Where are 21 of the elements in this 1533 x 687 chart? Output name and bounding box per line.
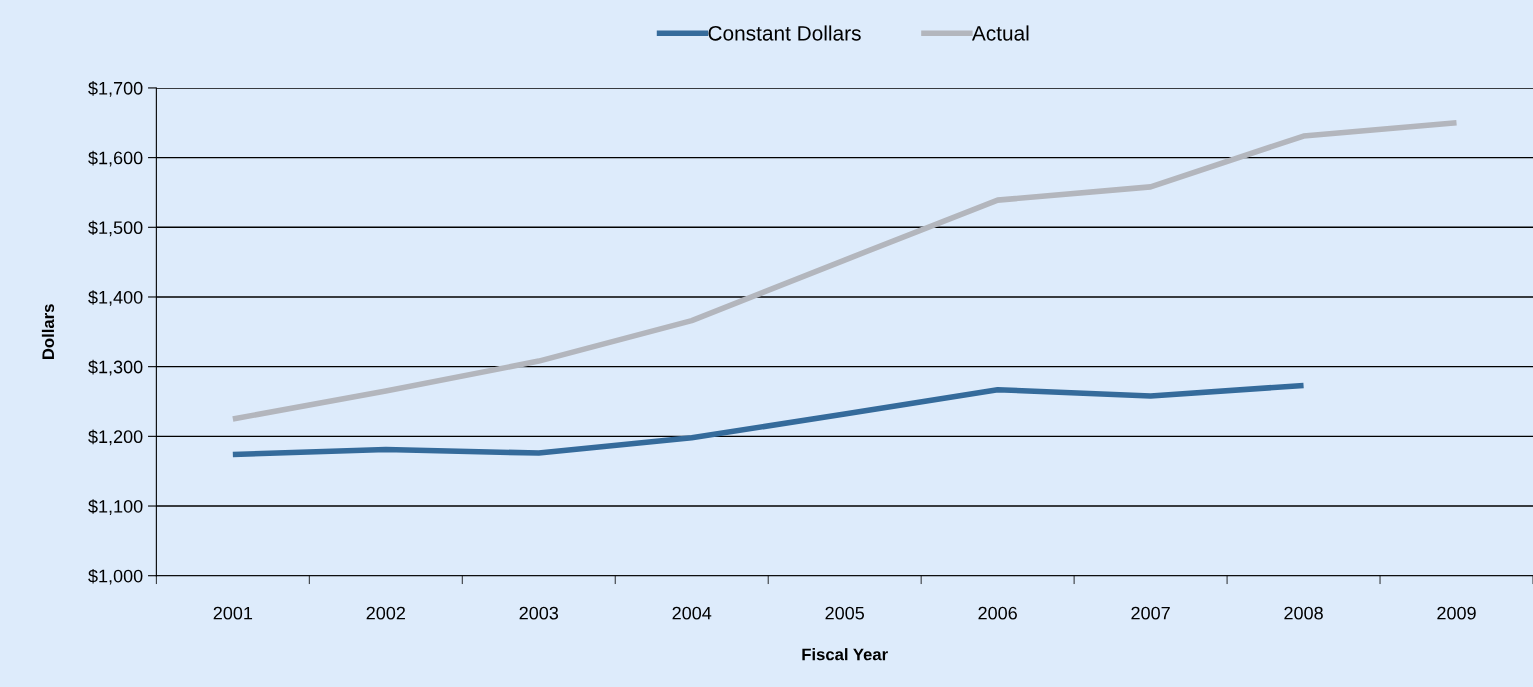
y-tick-label: $1,200 xyxy=(88,429,143,446)
y-tick-label: $1,300 xyxy=(88,359,143,376)
x-tick-label: 2001 xyxy=(213,606,253,620)
x-axis-title: Fiscal Year xyxy=(802,648,888,661)
x-tick-label: 2005 xyxy=(825,606,865,620)
y-tick-label: $1,700 xyxy=(88,81,143,97)
x-tick-label: 2002 xyxy=(366,606,405,620)
x-tick-label: 2007 xyxy=(1131,606,1170,620)
y-tick-label: $1,500 xyxy=(88,220,143,237)
legend-label: Actual xyxy=(971,25,1029,41)
y-tick-label: $1,000 xyxy=(88,568,143,585)
y-tick-label: $1,100 xyxy=(88,499,143,515)
y-tick-label: $1,400 xyxy=(88,290,143,306)
x-tick-label: 2004 xyxy=(672,606,712,620)
x-tick-label: 2003 xyxy=(519,606,559,620)
y-tick-label: $1,600 xyxy=(88,150,143,167)
x-tick-label: 2009 xyxy=(1437,606,1476,620)
legend-label: Constant Dollars xyxy=(708,25,861,41)
y-axis-title: Dollars xyxy=(41,304,55,359)
x-tick-label: 2008 xyxy=(1284,606,1323,620)
x-tick-label: 2006 xyxy=(978,606,1017,620)
